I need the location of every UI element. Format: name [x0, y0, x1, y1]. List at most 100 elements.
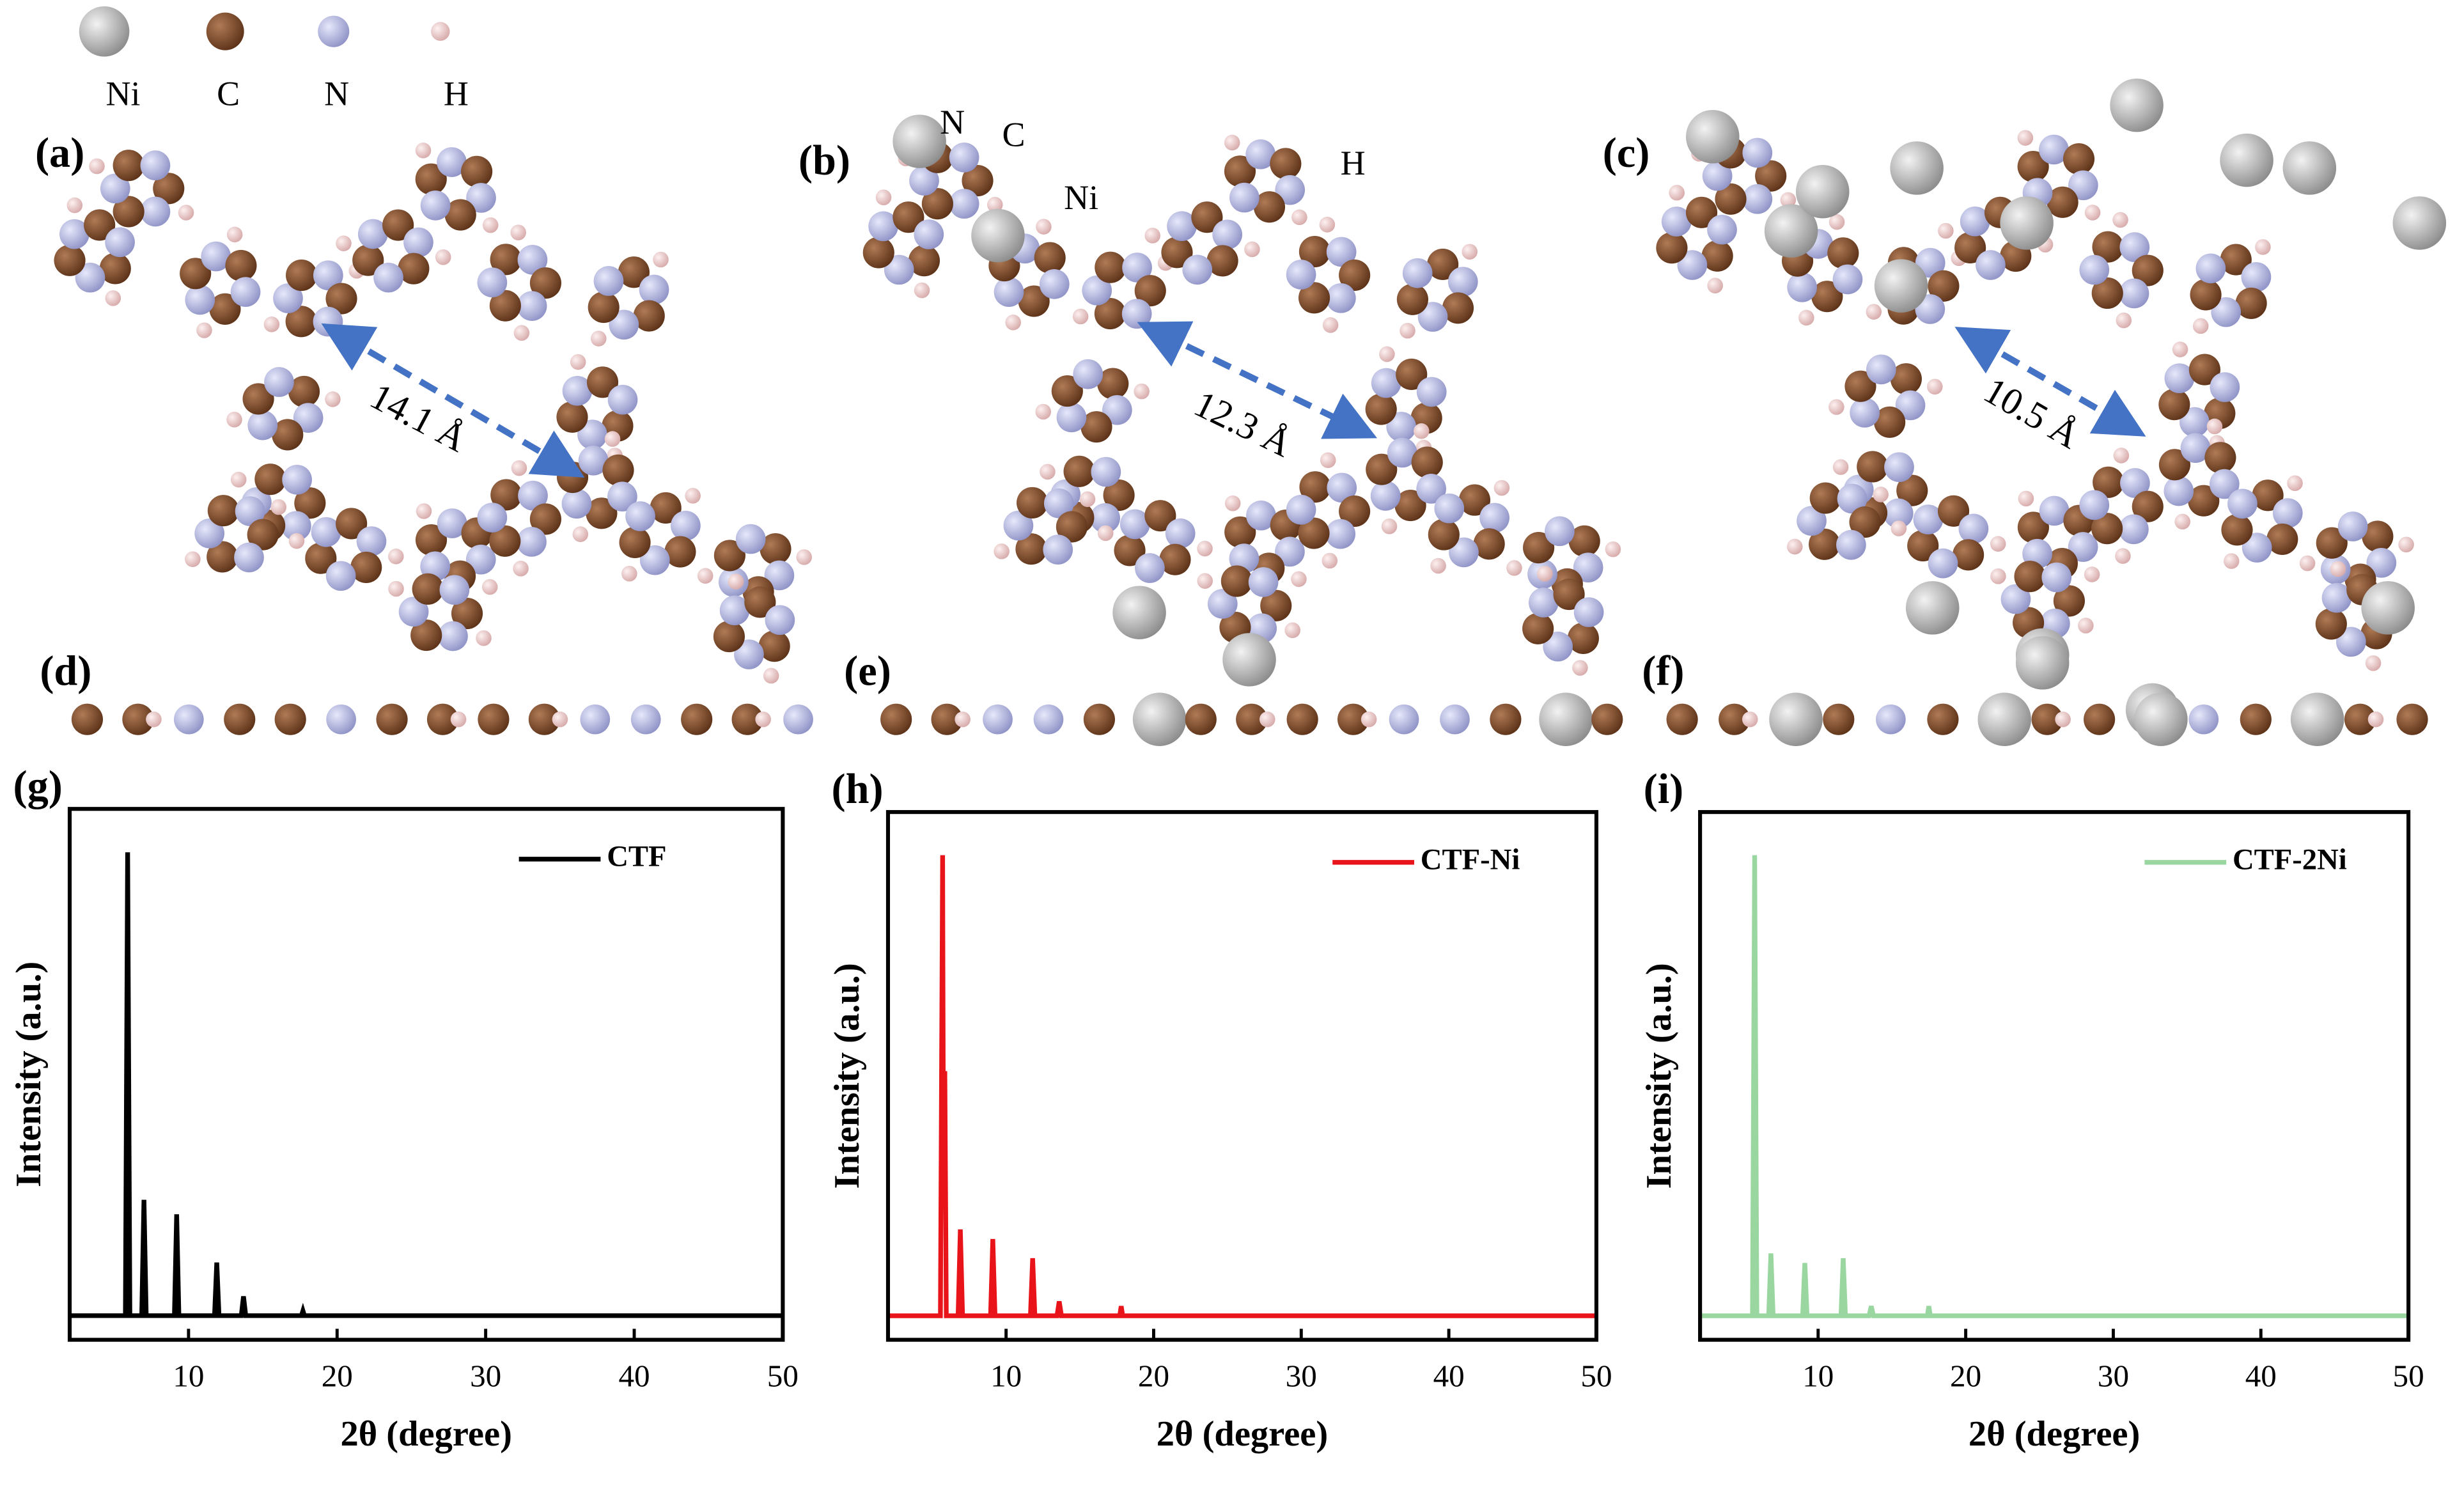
atom	[313, 260, 343, 291]
atom	[1661, 207, 1692, 237]
atom	[1361, 711, 1377, 728]
atom	[625, 501, 655, 531]
atom	[639, 274, 669, 305]
atom	[731, 703, 763, 735]
atom	[1440, 704, 1470, 735]
x-tick-label: 30	[1286, 1358, 1317, 1393]
atom	[955, 711, 971, 728]
atom	[264, 367, 294, 397]
distance-arrow	[321, 323, 585, 478]
atom	[763, 667, 779, 684]
atom-label: C	[1002, 116, 1025, 154]
atom	[1937, 495, 1970, 527]
atom	[2242, 533, 2272, 563]
atom	[373, 262, 403, 293]
legend-label: CTF-2Ni	[2233, 843, 2347, 876]
atom	[2321, 582, 2352, 613]
atom	[1913, 504, 1944, 534]
atom	[1874, 259, 1928, 313]
atom	[1056, 402, 1087, 433]
atom	[293, 403, 324, 433]
atom	[1253, 191, 1286, 223]
atom	[2164, 476, 2194, 506]
atom	[949, 189, 979, 219]
atom	[1915, 247, 1945, 278]
atom	[880, 703, 912, 735]
atom	[2330, 561, 2346, 577]
atom	[2344, 703, 2376, 735]
atom	[1890, 141, 1944, 195]
atom	[1976, 250, 2006, 280]
atom	[1883, 498, 1914, 529]
atom	[1206, 245, 1238, 277]
atom	[1033, 704, 1064, 735]
atom	[196, 322, 212, 338]
atom	[2119, 514, 2149, 545]
atom	[1927, 703, 1959, 735]
atom	[1394, 490, 1426, 522]
distance-arrow	[1137, 321, 1378, 439]
atom	[529, 503, 561, 535]
atom	[1389, 704, 1419, 735]
atom-label: N	[324, 75, 349, 113]
atom	[511, 460, 527, 476]
atom	[2180, 433, 2211, 464]
atom	[994, 277, 1024, 307]
x-tick-label: 10	[1802, 1358, 1834, 1393]
atom	[2084, 205, 2101, 221]
atom	[1379, 346, 1395, 363]
atom	[1953, 539, 1984, 571]
atom	[1537, 566, 1553, 582]
atom-label: Ni	[106, 75, 141, 113]
atom	[178, 205, 194, 221]
atom	[1386, 412, 1417, 442]
atom	[1876, 704, 1906, 735]
atom	[2084, 703, 2116, 735]
atom	[326, 704, 356, 735]
atom	[1742, 711, 1758, 728]
atom	[1927, 378, 1943, 395]
atom	[983, 704, 1013, 735]
atom	[868, 211, 898, 242]
atom	[466, 183, 496, 213]
atom	[572, 526, 589, 542]
atom	[388, 581, 404, 597]
atom-label: N	[940, 103, 965, 141]
atom	[140, 150, 171, 180]
atom	[1416, 474, 1446, 504]
atom	[1220, 565, 1252, 597]
atom	[2335, 627, 2366, 657]
atom	[438, 621, 468, 651]
atom	[1135, 553, 1165, 583]
atom	[2188, 485, 2220, 517]
atom	[1370, 481, 1401, 511]
atom	[105, 227, 135, 258]
atom	[2015, 635, 2070, 690]
atom	[962, 164, 994, 197]
atom	[1896, 474, 1928, 506]
atom	[528, 703, 560, 735]
atom	[713, 540, 745, 572]
atom	[1832, 264, 1863, 295]
atom	[783, 704, 813, 735]
atom	[1325, 283, 1356, 313]
atom	[1755, 160, 1787, 192]
atom	[1094, 297, 1126, 330]
atom	[230, 277, 261, 307]
x-tick-label: 10	[990, 1358, 1022, 1393]
atom	[1990, 536, 2006, 552]
x-axis-label: 2θ (degree)	[1969, 1414, 2140, 1454]
atom	[1707, 214, 1737, 245]
atom	[2158, 389, 2190, 421]
atom	[1036, 219, 1052, 235]
atom	[2132, 254, 2164, 286]
atom	[1387, 437, 1417, 468]
atom	[570, 354, 586, 370]
atom	[578, 445, 609, 476]
atom	[1080, 411, 1112, 443]
atom	[1298, 235, 1330, 268]
atom	[89, 158, 105, 175]
atom	[1134, 275, 1166, 307]
atom	[580, 704, 611, 735]
